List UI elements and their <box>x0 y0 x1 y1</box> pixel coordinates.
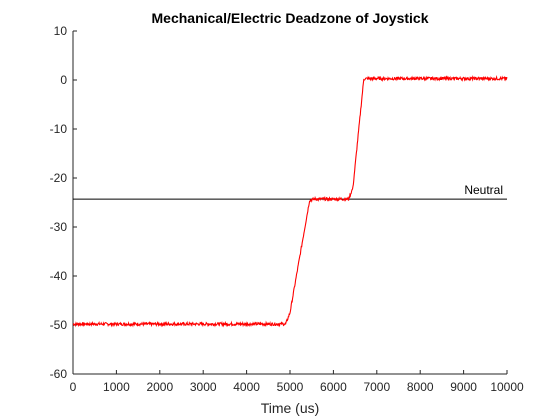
x-tick-label: 8000 <box>407 380 434 394</box>
x-tick-label: 7000 <box>363 380 390 394</box>
y-tick-label: -30 <box>50 220 68 234</box>
y-tick-label: -10 <box>50 122 68 136</box>
x-tick-label: 1000 <box>103 380 130 394</box>
x-tick-label: 2000 <box>146 380 173 394</box>
x-tick-label: 3000 <box>190 380 217 394</box>
y-axis-ticks: -60 -50 -40 -30 -20 -10 0 10 <box>50 24 77 381</box>
x-tick-label: 0 <box>70 380 77 394</box>
plot-area <box>73 31 507 374</box>
y-tick-label: 0 <box>60 73 67 87</box>
neutral-reference: Neutral <box>73 183 507 200</box>
y-tick-label: -60 <box>50 367 68 381</box>
x-axis-label: Time (us) <box>261 400 320 416</box>
x-tick-label: 6000 <box>320 380 347 394</box>
x-axis-ticks: 0 1000 2000 3000 4000 5000 6000 7000 8000 9000 100… <box>70 370 524 394</box>
neutral-label: Neutral <box>464 183 503 197</box>
y-tick-label: 10 <box>54 24 68 38</box>
y-tick-label: -40 <box>50 269 68 283</box>
y-tick-label: -50 <box>50 318 68 332</box>
x-tick-label: 5000 <box>277 380 304 394</box>
series-group <box>72 75 508 328</box>
series-line <box>72 75 508 328</box>
x-tick-label: 10000 <box>490 380 524 394</box>
x-tick-label: 9000 <box>450 380 477 394</box>
chart-title: Mechanical/Electric Deadzone of Joystick <box>152 10 429 26</box>
y-tick-label: -20 <box>50 171 68 185</box>
x-tick-label: 4000 <box>233 380 260 394</box>
